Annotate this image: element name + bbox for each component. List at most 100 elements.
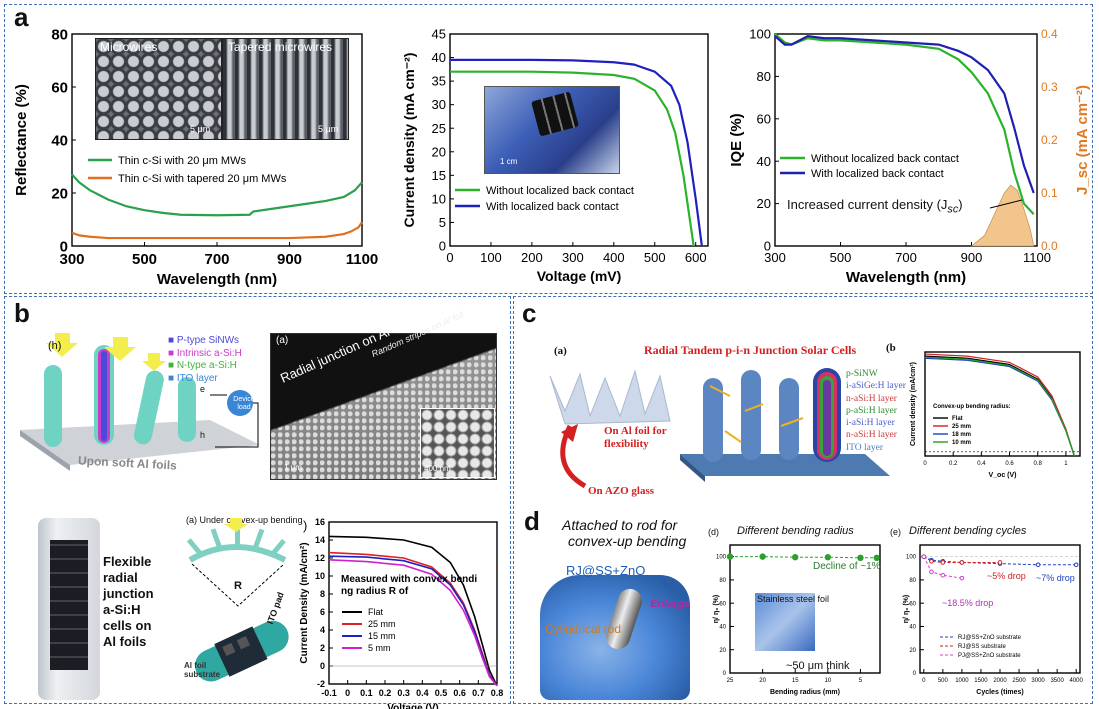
panel-label-c: c — [522, 298, 537, 328]
increased-jsc-annotation: Increased current density (Jsc) — [787, 197, 963, 216]
a2-xtick-label-1: 100 — [480, 250, 502, 265]
a1-xlabel: Wavelength (nm) — [157, 271, 277, 288]
sem-microwires-scale: 5 μm — [190, 124, 211, 134]
schematic-h-label: (h) — [48, 340, 62, 352]
cylinder-rod — [194, 620, 289, 682]
d2-ytick-label-3: 60 — [909, 601, 916, 607]
c1-xtick-label-0: 0 — [923, 461, 927, 467]
d-sub-d-title: Different bending radius — [737, 525, 854, 537]
c1-legend-label-0: Flat — [952, 416, 963, 422]
a3-xtick-label-0: 300 — [764, 250, 786, 265]
chart-b-paren: ) — [303, 518, 308, 533]
legend-ptype-swatch: ■ — [168, 335, 177, 346]
panel-label-b: b — [14, 298, 30, 328]
b1-xtick-label-2: 0.1 — [360, 688, 373, 698]
b1-xtick-label-8: 0.7 — [472, 688, 485, 698]
c1-xtick-label-5: 1 — [1064, 461, 1068, 467]
c1-xtick-label-2: 0.4 — [977, 461, 986, 467]
a1-ytick-label-3: 60 — [51, 79, 68, 96]
sem-zoom-inset — [420, 408, 495, 478]
a1-xtick-label-1: 500 — [132, 251, 157, 268]
d1-ytick-label-3: 60 — [719, 601, 726, 607]
d1-xtick-label-1: 20 — [759, 678, 766, 684]
a2-ytick-label-9: 45 — [432, 27, 446, 42]
legend-intrinsic: ■ Intrinsic a-Si:H — [168, 348, 242, 361]
b1-ytick-label-3: 4 — [320, 625, 325, 635]
decline-label: Decline of ~1% — [813, 561, 881, 572]
d2-xtick-label-4: 2000 — [993, 678, 1007, 684]
d1-ytick-label-2: 40 — [719, 625, 726, 631]
a3-series-1 — [774, 34, 1035, 194]
a3-xtick-label-2: 700 — [895, 250, 917, 265]
bending-schematic — [186, 518, 289, 682]
radius-lines — [191, 563, 285, 607]
a3-y2tick-label-3: 0.3 — [1041, 80, 1058, 94]
al-substrate-label: Al foil substrate — [184, 661, 221, 679]
a1-ylabel: Reflectance (%) — [13, 84, 30, 196]
a3-xlabel: Wavelength (nm) — [846, 269, 966, 286]
a2-ytick-label-1: 5 — [439, 215, 446, 230]
d2-point-2-2 — [940, 572, 946, 578]
d2-point-2-3 — [959, 575, 965, 581]
sunlight-arrow-2 — [104, 337, 136, 361]
a3-ytick-label-4: 80 — [757, 69, 771, 84]
b1-ytick-label-7: 12 — [315, 553, 325, 563]
layer-i-asige: i-aSiGe:H layer — [846, 381, 906, 392]
steel-foil-photo — [755, 593, 815, 651]
sem-microwires-label: Microwires — [100, 40, 158, 54]
d2-xlabel: Cycles (times) — [976, 689, 1023, 696]
d-title-line1: Attached to rod for — [562, 517, 678, 533]
device-load-label: Device load — [233, 396, 255, 411]
al-foil-edge — [20, 430, 70, 471]
circuit-wire-2 — [210, 394, 259, 448]
a1-ytick-label-4: 80 — [51, 26, 68, 43]
a2-xtick-label-4: 400 — [603, 250, 625, 265]
c1-legend-label-3: 10 mm — [952, 440, 971, 446]
d2-legend-label-2: PJ@SS+ZnO substrate — [958, 653, 1021, 659]
legend-ito-text: ITO layer — [176, 372, 218, 384]
a2-ytick-label-0: 0 — [439, 239, 446, 254]
bend-sun-arrow — [224, 518, 248, 532]
drop7-label: ~7% drop — [1036, 573, 1075, 583]
d-sub-e-title: Different bending cycles — [909, 525, 1027, 537]
d1-ytick-label-0: 0 — [723, 671, 727, 677]
sem-b-scale2: 400 nm — [424, 464, 451, 473]
d1-ylabel: η/ η₀ (%) — [713, 595, 720, 623]
d2-series-2 — [923, 556, 962, 579]
d1-ytick-label-5: 100 — [716, 555, 727, 561]
d2-point-0-5 — [1035, 562, 1041, 568]
a2-xtick-label-5: 500 — [644, 250, 666, 265]
c1-legend-title: Convex-up bending radius: — [933, 404, 1011, 410]
tandem-wires — [703, 370, 799, 462]
sunlight-arrow-1 — [46, 333, 78, 357]
d2-point-0-6 — [1073, 562, 1079, 568]
d-enlarge-label: Enlarge — [650, 598, 691, 610]
a2-ytick-label-8: 40 — [432, 50, 446, 65]
d-rj-label: RJ@SS+ZnO — [566, 563, 646, 578]
a2-ytick-label-2: 10 — [432, 191, 446, 206]
a2-legend-label-1: With localized back contact — [486, 201, 619, 213]
tandem-schematic — [549, 368, 890, 489]
a1-legend-label-1: Thin c-Si with tapered 20 μm MWs — [118, 173, 287, 185]
b1-ytick-label-4: 6 — [320, 607, 325, 617]
c-a-label: (a) — [554, 345, 567, 357]
d2-xtick-label-8: 4000 — [1070, 678, 1084, 684]
layer-ito: ITO layer — [846, 442, 884, 453]
d2-point-1-3 — [959, 560, 965, 565]
b1-ytick-label-5: 8 — [320, 589, 325, 599]
nanowire-4 — [178, 377, 196, 442]
a3-ytick-label-3: 60 — [757, 111, 771, 126]
d2-ytick-label-2: 40 — [909, 625, 916, 631]
c-left-text3: On AZO glass — [588, 485, 655, 497]
b1-xtick-label-3: 0.2 — [379, 688, 392, 698]
d2-xtick-label-3: 1500 — [974, 678, 988, 684]
c1-series-3 — [924, 356, 1075, 457]
a1-ytick-label-0: 0 — [60, 238, 68, 255]
b1-legend-title-1: Measured with convex bendi — [341, 574, 477, 585]
a3-y2tick-label-2: 0.2 — [1041, 133, 1058, 147]
b1-ylabel: Current Density (mA/cm²) — [299, 542, 310, 663]
a3-jsc-area — [970, 184, 1035, 247]
